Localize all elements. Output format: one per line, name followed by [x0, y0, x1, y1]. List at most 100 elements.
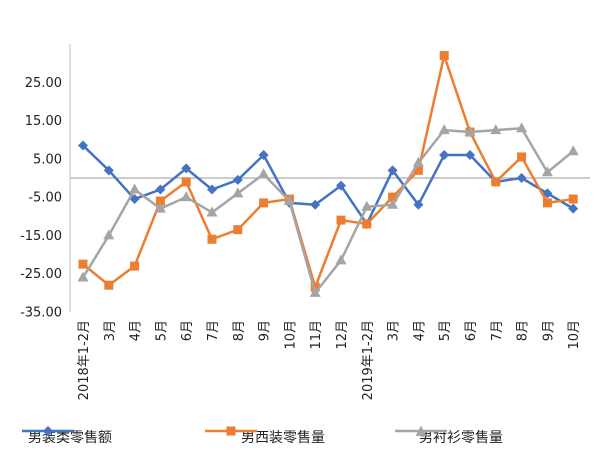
- x-tick-label: 6月: [464, 320, 479, 341]
- legend-item-1: 男西装零售量: [205, 424, 325, 450]
- x-tick-label: 6月: [180, 320, 195, 341]
- series-layer: [77, 50, 579, 297]
- x-tick-label: 12月: [335, 320, 350, 350]
- data-point: [491, 177, 501, 187]
- series-0: [78, 140, 579, 229]
- y-tick-labels: -35.00 -25.00 -15.00 -5.00 5.00 15.00 25.00: [20, 76, 62, 321]
- data-point: [180, 191, 192, 202]
- data-point: [207, 184, 217, 195]
- legend-item-2: 男衬衫零售量: [395, 424, 503, 450]
- legend-swatch-2: [395, 425, 447, 436]
- x-tick-label: 5月: [154, 320, 169, 341]
- y-tick-label: -25.00: [20, 267, 62, 282]
- data-point: [336, 180, 346, 191]
- x-tick-label: 9月: [541, 320, 556, 341]
- data-point: [154, 202, 166, 213]
- data-point: [465, 150, 475, 161]
- data-point: [258, 150, 269, 161]
- data-point: [309, 286, 321, 297]
- data-point: [155, 196, 165, 206]
- data-point: [130, 261, 140, 271]
- data-point: [490, 124, 502, 135]
- data-point: [516, 173, 527, 183]
- legend: 男装类零售额 男西装零售量 男衬衫零售量: [0, 424, 600, 450]
- data-point: [387, 198, 399, 209]
- data-point: [129, 194, 140, 205]
- x-tick-label: 7月: [490, 320, 505, 341]
- x-tick-label: 11月: [309, 320, 324, 350]
- legend-label-2: 男衬衫零售量: [419, 430, 503, 446]
- y-tick-label: 15.00: [25, 114, 62, 129]
- x-tick-label: 2019年1-2月: [361, 320, 376, 400]
- data-point: [78, 140, 88, 151]
- data-point: [104, 280, 114, 290]
- data-point: [283, 194, 295, 205]
- legend-swatch-1: [205, 426, 257, 436]
- data-point: [388, 192, 398, 202]
- series-line-1: [82, 54, 574, 289]
- data-point: [439, 50, 449, 60]
- data-point: [517, 152, 527, 162]
- y-tick-label: -35.00: [20, 306, 62, 321]
- y-tick-label: -15.00: [20, 229, 62, 244]
- x-tick-label: 4月: [129, 320, 144, 341]
- legend-item-0: 男装类零售额: [22, 424, 112, 450]
- data-point: [77, 271, 89, 282]
- data-point: [103, 165, 114, 176]
- legend-label-1: 男西装零售量: [241, 430, 325, 446]
- x-tick-label: 9月: [258, 320, 273, 341]
- data-point: [335, 254, 347, 265]
- x-tick-label: 5月: [438, 320, 453, 341]
- y-tick-label: 25.00: [25, 76, 62, 91]
- data-point: [258, 168, 270, 179]
- data-point: [232, 174, 243, 185]
- x-tick-label: 8月: [232, 320, 247, 341]
- data-point: [438, 124, 450, 135]
- series-2: [77, 122, 579, 297]
- legend-swatch-0: [22, 426, 74, 436]
- data-point: [542, 188, 553, 199]
- data-point: [413, 199, 424, 210]
- data-point: [336, 215, 346, 225]
- data-point: [387, 165, 398, 176]
- data-point: [232, 187, 244, 198]
- x-tick-label: 2018年1-2月: [77, 320, 92, 400]
- data-point: [567, 145, 579, 156]
- data-point: [206, 206, 218, 217]
- x-tick-label: 10月: [567, 320, 582, 350]
- data-point: [541, 166, 553, 177]
- data-point: [310, 199, 321, 210]
- data-point: [181, 163, 192, 174]
- x-tick-label: 4月: [412, 320, 427, 341]
- data-point: [259, 198, 269, 208]
- data-point: [155, 184, 166, 195]
- series-1: [78, 50, 578, 292]
- data-point: [78, 259, 88, 269]
- data-point: [412, 156, 424, 167]
- x-tick-labels: 2018年1-2月 3月 4月 5月 6月 7月 8月 9月 10月 11月 12月 2019年1-2…: [77, 320, 582, 400]
- data-point: [439, 150, 450, 161]
- x-tick-label: 7月: [206, 320, 221, 341]
- x-tick-label: 3月: [387, 320, 402, 341]
- series-line-2: [81, 126, 574, 295]
- x-tick-label: 8月: [516, 320, 531, 341]
- data-point: [103, 229, 115, 240]
- data-point: [464, 126, 476, 137]
- data-point: [516, 122, 528, 133]
- data-point: [361, 200, 373, 211]
- y-tick-label: -5.00: [28, 191, 62, 206]
- data-point: [542, 198, 552, 208]
- data-point: [568, 203, 579, 214]
- x-tick-label: 3月: [103, 320, 118, 341]
- data-point: [413, 165, 423, 175]
- x-tick-label: 10月: [283, 320, 298, 350]
- data-point: [568, 194, 578, 204]
- data-point: [207, 234, 217, 244]
- data-point: [362, 219, 372, 229]
- data-point: [181, 177, 191, 187]
- data-point: [233, 225, 243, 235]
- line-chart: -35.00 -25.00 -15.00 -5.00 5.00 15.00 25.00 20…: [20, 44, 590, 400]
- data-point: [129, 183, 141, 194]
- y-tick-label: 5.00: [33, 152, 62, 167]
